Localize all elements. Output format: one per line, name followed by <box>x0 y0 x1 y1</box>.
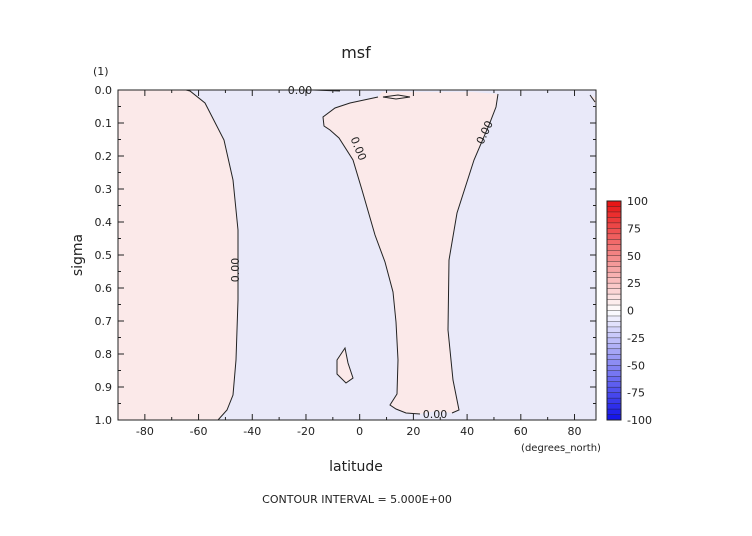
zero-contour-south <box>185 89 239 421</box>
colorbar-tick-label: 100 <box>627 195 648 208</box>
colorbar-band <box>606 282 622 290</box>
colorbar-band <box>606 392 622 399</box>
colorbar-band <box>606 211 622 218</box>
x-tick-label: -60 <box>190 425 208 438</box>
colorbar-tick-label: -100 <box>627 414 652 427</box>
colorbar-band <box>606 255 622 262</box>
x-tick-label: -40 <box>243 425 261 438</box>
chart-title: msf <box>341 43 371 62</box>
colorbar-band <box>606 365 622 372</box>
colorbar-band <box>606 310 622 317</box>
y-axis-label: sigma <box>70 234 86 276</box>
y-tick-label: 0.9 <box>95 381 113 394</box>
colorbar-band <box>606 250 622 257</box>
colorbar-band <box>606 304 622 311</box>
colorbar-band <box>606 326 622 333</box>
colorbar-band <box>606 293 622 301</box>
colorbar-band <box>606 408 622 416</box>
colorbar-tick-label: -75 <box>627 387 645 400</box>
y-tick-label: 0.0 <box>95 84 113 97</box>
colorbar-band <box>606 200 622 207</box>
y-tick-label: 0.3 <box>95 183 113 196</box>
colorbar-band <box>606 332 622 339</box>
colorbar-band <box>606 376 622 383</box>
colorbar-band <box>606 397 622 405</box>
contour-interval-label: CONTOUR INTERVAL = 5.000E+00 <box>262 493 452 506</box>
zero-contour-corner <box>589 94 596 103</box>
positive-region-tropics <box>323 92 498 414</box>
colorbar-band <box>606 381 622 388</box>
y-tick-label: 0.1 <box>95 117 113 130</box>
colorbar-band <box>606 299 622 306</box>
colorbar-band <box>606 359 622 366</box>
y-tick-label: 1.0 <box>95 414 113 427</box>
x-tick-label: 20 <box>406 425 420 438</box>
x-axis: -80 -60 -40 -20 0 20 40 60 80 <box>117 90 582 438</box>
x-tick-label: -20 <box>297 425 315 438</box>
colorbar-band <box>606 206 622 213</box>
positive-region-south <box>118 90 238 420</box>
colorbar-band <box>606 337 622 344</box>
colorbar-band <box>606 233 622 240</box>
colorbar-band <box>606 271 622 279</box>
colorbar-tick-label: 25 <box>627 277 641 290</box>
x-tick-label: 60 <box>514 425 528 438</box>
colorbar-band <box>606 222 622 229</box>
y-tick-label: 0.6 <box>95 282 113 295</box>
colorbar-band <box>606 354 622 361</box>
zero-contour-pocket <box>336 346 354 384</box>
zero-contour-tropics <box>322 93 499 415</box>
y-tick-label: 0.8 <box>95 348 113 361</box>
colorbar-tick-label: -25 <box>627 332 645 345</box>
y-tick-label: 0.7 <box>95 315 113 328</box>
colorbar-band <box>606 403 622 410</box>
x-tick-label: 0 <box>356 425 363 438</box>
positive-region-pocket <box>337 348 353 383</box>
colorbar-band <box>606 321 622 328</box>
zero-contour-lens <box>382 94 411 100</box>
contour-label: 0.00 <box>229 258 242 283</box>
colorbar: 100 75 50 25 0 -25 -50 -75 -100 <box>606 195 652 427</box>
units-label: (1) <box>93 65 109 78</box>
colorbar-band <box>606 348 622 355</box>
colorbar-band <box>606 261 622 268</box>
colorbar-band <box>606 277 622 284</box>
colorbar-band <box>606 414 622 421</box>
plot-area <box>118 90 596 420</box>
contour-label: 0.00 <box>423 408 448 421</box>
x-tick-label: -80 <box>136 425 154 438</box>
colorbar-tick-label: 0 <box>627 305 634 318</box>
y-tick-label: 0.5 <box>95 249 113 262</box>
x-tick-label: 40 <box>460 425 474 438</box>
colorbar-band <box>606 343 622 350</box>
colorbar-band <box>606 244 622 251</box>
colorbar-band <box>606 217 622 224</box>
x-tick-label: 80 <box>568 425 582 438</box>
colorbar-band <box>606 315 622 322</box>
x-axis-label: latitude <box>329 459 383 475</box>
x-axis-units: (degrees_north) <box>521 443 601 454</box>
colorbar-tick-label: -50 <box>627 359 645 372</box>
colorbar-band <box>606 370 622 377</box>
colorbar-band <box>606 266 622 273</box>
y-axis: 0.0 0.1 0.2 0.3 0.4 0.5 0.6 0.7 0.8 0.9 1.0 <box>95 84 596 427</box>
colorbar-band <box>606 228 622 235</box>
colorbar-band <box>606 239 622 246</box>
colorbar-band <box>606 288 622 295</box>
colorbar-tick-label: 50 <box>627 250 641 263</box>
colorbar-tick-label: 75 <box>627 222 641 235</box>
y-tick-label: 0.4 <box>95 216 113 229</box>
zero-contours <box>185 89 596 421</box>
colorbar-frame <box>606 200 622 421</box>
y-tick-label: 0.2 <box>95 150 113 163</box>
colorbar-band <box>606 386 622 394</box>
